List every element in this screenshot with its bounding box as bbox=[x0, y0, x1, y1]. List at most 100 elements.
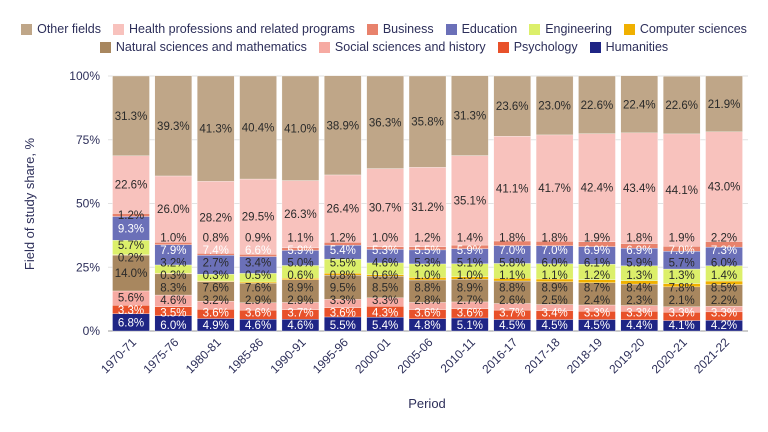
data-label: 42.4% bbox=[581, 183, 614, 195]
legend-label: Business bbox=[382, 22, 434, 36]
x-tick-label: 2005-06 bbox=[395, 335, 436, 376]
data-label: 1.3% bbox=[626, 270, 652, 282]
data-label: 44.1% bbox=[665, 185, 698, 197]
data-label: 3.3% bbox=[711, 307, 737, 319]
data-label: 3.6% bbox=[330, 307, 356, 319]
data-label: 41.0% bbox=[284, 123, 317, 135]
bar-stack-2019-20: 4.4%3.3%2.3%8.4%1.3%5.9%6.9%1.8% 43.4% 22.… bbox=[620, 75, 658, 332]
data-label: 6.1% bbox=[584, 257, 610, 269]
data-label: 1.0% bbox=[414, 270, 440, 282]
data-label: 0.3% bbox=[203, 270, 229, 282]
data-label: 3.6% bbox=[457, 307, 483, 319]
data-label: 2.7% bbox=[457, 295, 483, 307]
data-label: 5.5% bbox=[414, 245, 440, 257]
data-label: 3.3% bbox=[584, 307, 610, 319]
data-label: 3.6% bbox=[203, 307, 229, 319]
data-label: 0.6% bbox=[287, 270, 313, 282]
data-label: 29.5% bbox=[242, 212, 275, 224]
data-label: 8.4% bbox=[626, 282, 652, 294]
legend-item[interactable]: Social sciences and history bbox=[318, 40, 486, 54]
data-label: 5.4% bbox=[372, 320, 398, 332]
data-label: 6.8% bbox=[118, 317, 144, 329]
y-tick-label: 50% bbox=[76, 197, 100, 211]
data-label: 22.6% bbox=[581, 100, 614, 112]
data-label: 4.1% bbox=[669, 320, 695, 332]
x-tick-label: 2010-11 bbox=[438, 335, 479, 376]
legend-label: Education bbox=[461, 22, 518, 36]
data-label: 2.1% bbox=[669, 295, 695, 307]
data-label: 1.0% bbox=[457, 270, 483, 282]
data-label: 5.9% bbox=[626, 257, 652, 269]
legend-label: Other fields bbox=[37, 22, 102, 36]
bar-segment bbox=[324, 174, 362, 243]
legend-swatch bbox=[529, 23, 541, 35]
legend-item[interactable]: Education bbox=[445, 22, 518, 36]
data-label: 8.9% bbox=[457, 282, 483, 294]
data-label: 9.3% bbox=[118, 223, 144, 235]
data-label: 0.8% bbox=[203, 232, 229, 244]
bar-stack-2000-01: 5.4%4.3%3.3%8.5%0.6%4.6%5.3%1.0% 30.7% 36.… bbox=[366, 75, 404, 332]
data-label: 2.7% bbox=[203, 257, 229, 269]
bar-segment bbox=[451, 75, 489, 156]
legend-item[interactable]: Natural sciences and mathematics bbox=[99, 40, 307, 54]
data-label: 8.8% bbox=[499, 282, 525, 294]
data-label: 4.6% bbox=[160, 295, 186, 307]
x-tick-label: 1985-86 bbox=[225, 335, 266, 376]
data-label: 3.3% bbox=[669, 307, 695, 319]
data-label: 36.3% bbox=[369, 117, 402, 129]
legend-item[interactable]: Psychology bbox=[497, 40, 578, 54]
legend-swatch bbox=[623, 23, 635, 35]
legend-item[interactable]: Engineering bbox=[529, 22, 612, 36]
legend-item[interactable]: Computer sciences bbox=[623, 22, 747, 36]
legend-swatch bbox=[445, 23, 457, 35]
data-label: 39.3% bbox=[157, 121, 190, 133]
legend-item[interactable]: Health professions and related programs bbox=[113, 22, 355, 36]
bar-segment bbox=[620, 132, 658, 244]
data-label: 8.3% bbox=[160, 282, 186, 294]
data-label: 1.1% bbox=[541, 270, 567, 282]
data-label: 2.2% bbox=[711, 232, 737, 244]
legend-swatch bbox=[318, 41, 330, 53]
data-label: 23.0% bbox=[538, 101, 571, 113]
legend-item[interactable]: Business bbox=[366, 22, 434, 36]
x-tick-label: 1990-91 bbox=[268, 335, 309, 376]
data-label: 21.9% bbox=[708, 99, 741, 111]
data-label: 7.8% bbox=[669, 282, 695, 294]
bar-segment bbox=[366, 168, 404, 248]
data-label: 3.3% bbox=[330, 295, 356, 307]
bar-segment bbox=[578, 133, 616, 242]
legend-item[interactable]: Other fields bbox=[21, 22, 101, 36]
data-label: 2.3% bbox=[626, 295, 652, 307]
bar-segment bbox=[578, 75, 616, 134]
x-axis-label: Period bbox=[408, 396, 446, 411]
bar-segment bbox=[324, 275, 362, 300]
data-label: 5.5% bbox=[330, 320, 356, 332]
bar-stack-1980-81: 4.9%3.6%3.2%7.6%0.3%2.7%7.4%0.8% 28.2% 41.… bbox=[197, 75, 235, 332]
data-label: 4.5% bbox=[584, 320, 610, 332]
legend-label: Humanities bbox=[605, 40, 669, 54]
data-label: 1.9% bbox=[584, 232, 610, 244]
data-label: 3.3% bbox=[372, 295, 398, 307]
legend-label: Computer sciences bbox=[639, 22, 747, 36]
y-tick-label: 25% bbox=[76, 260, 100, 274]
bar-segment bbox=[663, 133, 701, 247]
data-label: 1.3% bbox=[669, 270, 695, 282]
data-label: 4.2% bbox=[711, 320, 737, 332]
data-label: 31.2% bbox=[411, 202, 444, 214]
legend-item[interactable]: Humanities bbox=[589, 40, 669, 54]
data-label: 8.8% bbox=[414, 282, 440, 294]
data-label: 30.7% bbox=[369, 203, 402, 215]
data-label: 22.4% bbox=[623, 99, 656, 111]
data-label: 1.1% bbox=[499, 270, 525, 282]
legend-swatch bbox=[21, 23, 33, 35]
data-label: 7.4% bbox=[203, 245, 229, 257]
data-label: 1.0% bbox=[160, 232, 186, 244]
data-label: 5.5% bbox=[330, 257, 356, 269]
bar-stack-2020-21: 4.1%3.3%2.1%7.8%1.3%5.7%7.0%1.9% 44.1% 22.… bbox=[663, 76, 701, 332]
data-label: 5.3% bbox=[372, 245, 398, 257]
bar-stack-2017-18: 4.5%3.4%2.5%8.9%1.1%6.0%7.0%1.8% 41.7% 23.… bbox=[535, 76, 574, 332]
data-label: 26.0% bbox=[157, 204, 190, 216]
data-label: 1.2% bbox=[330, 232, 356, 244]
